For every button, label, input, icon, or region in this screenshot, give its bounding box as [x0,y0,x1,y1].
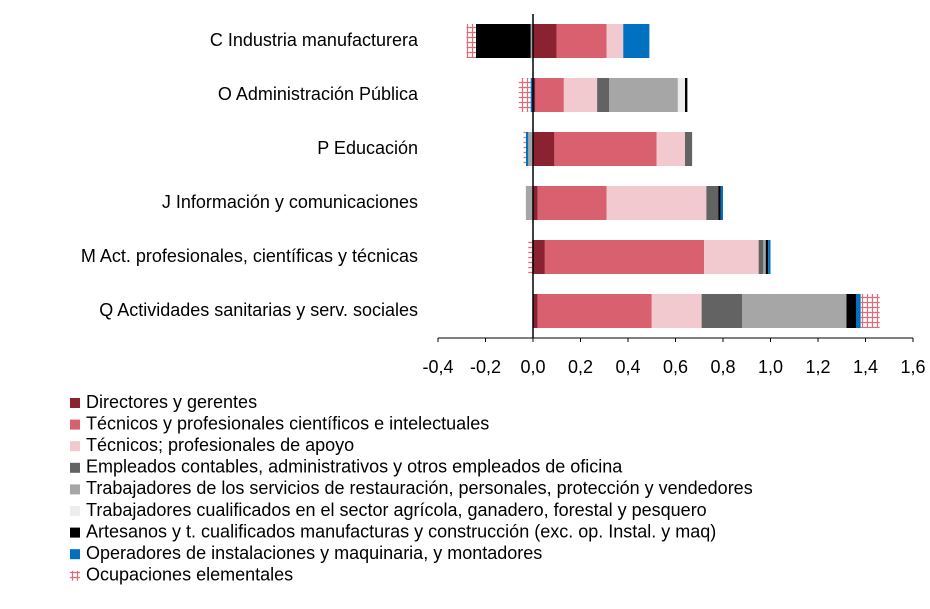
bar-segment [533,132,555,166]
bar-segment [685,132,693,166]
bar-segment [742,294,847,328]
bar-segment [528,132,533,166]
legend-swatch [70,462,80,473]
legend-label: Artesanos y t. cualificados manufacturas… [86,521,716,541]
bar-segment [476,24,531,58]
bar-segment [718,186,721,220]
bar-segment [533,186,538,220]
legend-swatch [70,527,80,538]
bar-segment [651,294,702,328]
legend-label: Ocupaciones elementales [86,565,293,585]
bar-segment [530,78,533,112]
x-tick-label: 0,4 [615,357,640,377]
bar-segment [720,186,723,220]
bar-segment [606,186,707,220]
legend-swatch [70,484,80,495]
category-label: Q Actividades sanitarias y serv. sociale… [99,300,418,320]
legend-label: Directores y gerentes [86,392,257,412]
bar-segment [768,240,771,274]
bar-segment [623,24,650,58]
bar-segment [525,186,533,220]
bar-segment [537,186,607,220]
bar-segment [685,78,688,112]
category-label: P Educación [317,138,418,158]
bar-segment [556,24,607,58]
bar-segment [656,132,685,166]
bar-segment [530,24,533,58]
bar-segment [701,294,742,328]
bar-segment [528,240,533,274]
legend-label: Trabajadores cualificados en el sector a… [86,500,707,520]
bar-segment [535,78,564,112]
x-tick-label: -0,2 [470,357,501,377]
bar-segment [554,132,657,166]
x-tick-label: 1,4 [853,357,878,377]
bar-segment [763,240,766,274]
legend-label: Operadores de instalaciones y maquinaria… [86,543,542,563]
bar-segment [860,294,880,328]
bar-segment [563,78,598,112]
category-label: C Industria manufacturera [210,30,419,50]
legend-swatch [70,441,80,452]
x-tick-label: -0,4 [422,357,453,377]
bar-segment [537,294,652,328]
bar-segment [533,240,545,274]
legend-label: Trabajadores de los servicios de restaur… [86,478,753,498]
bar-segment [533,78,536,112]
bar-segment [856,294,861,328]
bar-segment [609,78,678,112]
x-tick-label: 1,0 [758,357,783,377]
legend-swatch [70,398,80,408]
legend-swatch [70,570,80,581]
legend-swatch [70,419,80,430]
legend-swatch [70,549,80,560]
x-tick-label: 1,6 [900,357,925,377]
x-tick-label: 0,8 [710,357,735,377]
bar-segment [533,24,557,58]
legend-label: Técnicos y profesionales científicos e i… [86,413,489,433]
x-tick-label: 0,0 [520,357,545,377]
bar-segment [846,294,856,328]
x-tick-label: 0,2 [568,357,593,377]
category-label: J Información y comunicaciones [162,192,418,212]
legend-label: Técnicos; profesionales de apoyo [86,435,354,455]
bar-segment [765,240,769,274]
x-tick-label: 0,6 [663,357,688,377]
bar-segment [606,24,624,58]
bar-segment [466,24,476,58]
bar-segment [544,240,704,274]
bar-segment [525,132,529,166]
x-tick-label: 1,2 [805,357,830,377]
bar-segment [523,132,526,166]
category-label: M Act. profesionales, científicas y técn… [81,246,418,266]
bar-segment [758,240,764,274]
bar-segment [704,240,759,274]
bar-segment [677,78,685,112]
bar-segment [597,78,609,112]
bar-segment [706,186,719,220]
category-label: O Administración Pública [218,84,419,104]
legend-swatch [70,506,80,516]
bar-segment [518,78,531,112]
legend-label: Empleados contables, administrativos y o… [86,457,623,477]
bar-segment [533,294,538,328]
